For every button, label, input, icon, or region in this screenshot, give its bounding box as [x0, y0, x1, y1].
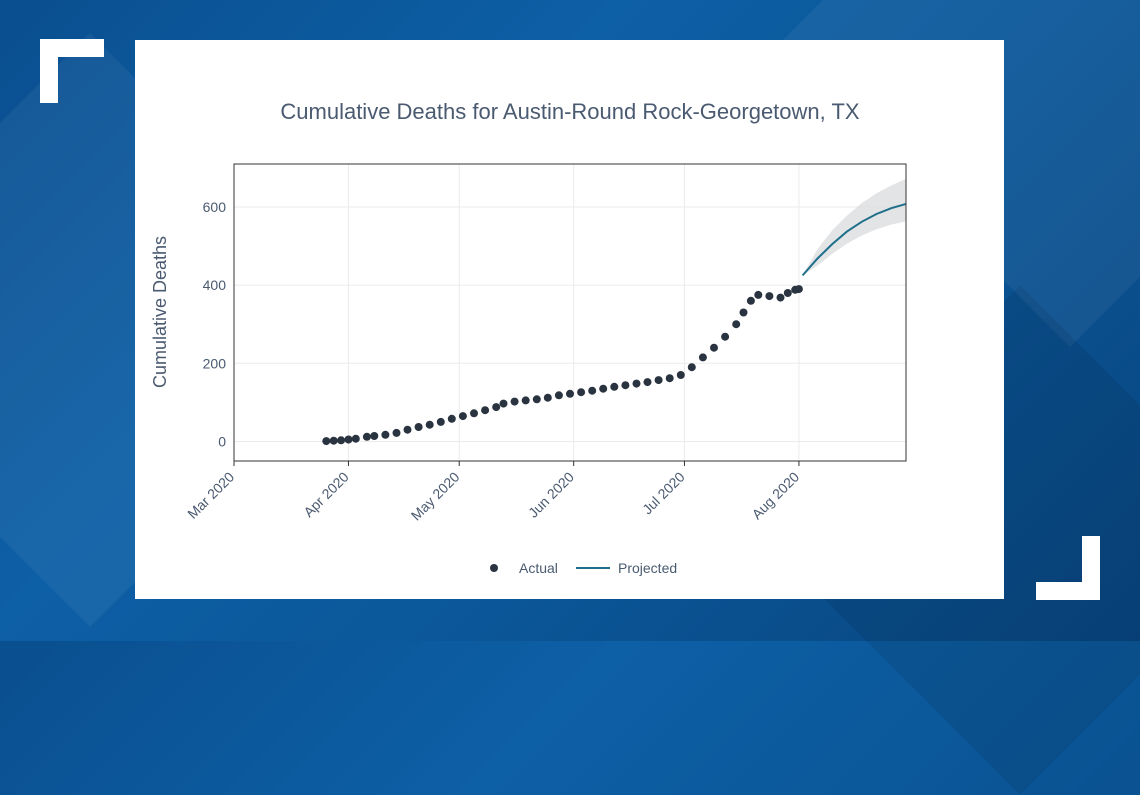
actual-data-point	[470, 409, 478, 418]
actual-data-point	[532, 395, 541, 404]
actual-data-point	[322, 437, 331, 446]
y-tick-label: 400	[203, 277, 227, 293]
actual-data-point	[403, 425, 412, 434]
corner-bracket-bottom-right	[1036, 536, 1100, 600]
chart-title: Cumulative Deaths for Austin-Round Rock-…	[280, 99, 860, 124]
x-tick-label: Mar 2020	[184, 468, 237, 521]
actual-data-point	[676, 371, 685, 379]
grid-lines	[233, 164, 906, 461]
legend-actual-label: Actual	[519, 560, 558, 576]
actual-data-point	[632, 379, 641, 388]
actual-data-point	[392, 428, 401, 437]
projected-line	[801, 202, 907, 277]
x-tick-label: Jul 2020	[639, 468, 688, 517]
projected-series	[801, 202, 907, 277]
actual-data-point	[710, 343, 718, 352]
legend: Actual Projected	[490, 560, 677, 576]
actual-data-point	[577, 388, 586, 397]
actual-data-point	[739, 308, 748, 317]
actual-data-point	[543, 393, 552, 402]
actual-data-point	[588, 386, 597, 395]
actual-data-point	[414, 423, 423, 431]
actual-data-point	[362, 432, 371, 441]
actual-data-point	[425, 420, 434, 429]
actual-data-point	[521, 396, 530, 405]
actual-data-point	[351, 434, 360, 443]
actual-data-point	[458, 412, 467, 421]
actual-data-point	[783, 289, 792, 297]
actual-data-point	[746, 296, 755, 305]
actual-data-point	[754, 290, 763, 299]
actual-data-point	[436, 417, 445, 426]
actual-data-point	[654, 376, 663, 385]
y-tick-label: 600	[203, 199, 227, 215]
actual-data-point	[481, 406, 490, 415]
actual-data-point	[447, 414, 456, 423]
actual-data-point	[566, 389, 574, 398]
actual-data-point	[776, 293, 785, 302]
actual-data-point	[698, 353, 707, 362]
actual-data-point	[337, 436, 346, 445]
actual-series	[322, 285, 803, 446]
y-axis-label: Cumulative Deaths	[150, 236, 170, 388]
x-tick-label: Apr 2020	[300, 468, 352, 520]
legend-projected-label: Projected	[618, 560, 677, 576]
x-axis-ticks: Mar 2020 Apr 2020 May 2020 Jun 2020 Jul 2020…	[184, 461, 802, 523]
actual-data-point	[554, 391, 563, 400]
actual-data-point	[370, 432, 379, 440]
actual-data-point	[665, 374, 674, 383]
actual-data-point	[765, 292, 774, 301]
actual-data-point	[492, 403, 501, 412]
actual-data-point	[329, 436, 338, 445]
actual-data-point	[721, 332, 730, 341]
cumulative-deaths-chart: Cumulative Deaths for Austin-Round Rock-…	[150, 99, 907, 576]
actual-data-point	[621, 381, 630, 390]
y-axis-ticks: 0 200 400 600	[203, 199, 227, 449]
x-tick-label: Jun 2020	[525, 468, 577, 520]
y-tick-label: 0	[218, 433, 226, 449]
actual-data-point	[499, 399, 508, 408]
plot-frame	[233, 163, 907, 462]
actual-data-point	[381, 430, 390, 439]
actual-data-point	[732, 320, 741, 329]
actual-data-point	[610, 382, 619, 391]
legend-actual-marker	[490, 564, 498, 572]
actual-data-point	[599, 384, 608, 393]
actual-data-point	[687, 363, 696, 372]
x-tick-label: May 2020	[408, 468, 463, 523]
actual-data-point	[510, 397, 519, 406]
y-tick-label: 200	[203, 355, 227, 371]
actual-data-point	[643, 378, 652, 387]
chart-card: Cumulative Deaths for Austin-Round Rock-…	[135, 40, 1004, 599]
actual-data-point	[344, 435, 353, 444]
corner-bracket-top-left	[40, 39, 104, 103]
x-tick-label: Aug 2020	[749, 468, 803, 522]
actual-data-point	[794, 285, 803, 294]
